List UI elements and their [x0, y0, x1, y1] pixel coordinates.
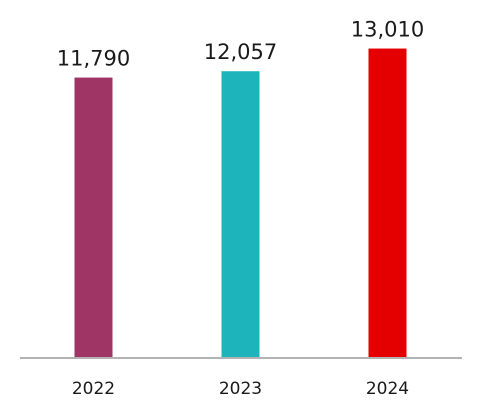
x-tick-label-2024: 2024	[366, 379, 409, 399]
x-tick-label-2023: 2023	[219, 379, 262, 399]
bars-group	[74, 48, 407, 359]
value-label-2024: 13,010	[351, 18, 424, 42]
x-tick-labels-group: 2022 2023 2024	[72, 379, 409, 399]
bar-2022	[74, 77, 113, 358]
bar-2024	[368, 48, 407, 359]
value-labels-group: 11,790 12,057 13,010	[57, 18, 424, 71]
value-label-2022: 11,790	[57, 47, 130, 71]
value-label-2023: 12,057	[204, 40, 277, 64]
x-tick-label-2022: 2022	[72, 379, 115, 399]
bar-2023	[221, 71, 260, 359]
